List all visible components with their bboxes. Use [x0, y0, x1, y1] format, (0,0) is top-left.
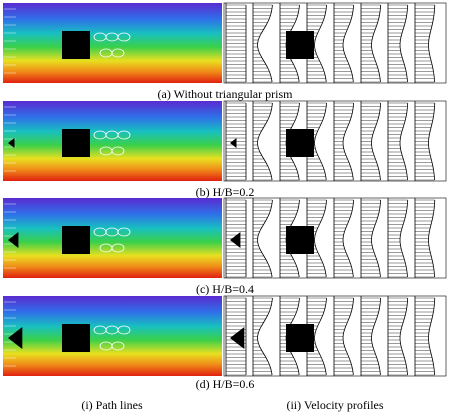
- panel-frame: [223, 197, 447, 279]
- square-prism: [62, 31, 90, 59]
- profile-curve: [371, 4, 382, 83]
- profile-curve: [399, 199, 409, 278]
- triangle-prism: [230, 138, 237, 148]
- profile-curve: [371, 297, 382, 376]
- profile-curve: [399, 297, 409, 376]
- vortex: [117, 130, 131, 140]
- vortex: [111, 341, 125, 351]
- profile-curve: [314, 4, 327, 83]
- square-prism: [62, 129, 90, 157]
- panel-frame: [223, 2, 447, 84]
- vortex: [117, 32, 131, 42]
- flow-field: [3, 3, 222, 83]
- profile-curve: [428, 297, 436, 376]
- profile-curve: [399, 4, 409, 83]
- column-label: (i) Path lines: [81, 398, 143, 412]
- square-prism: [286, 226, 314, 254]
- velocity-profile-panel: [223, 2, 447, 84]
- profile-curve: [314, 199, 327, 278]
- triangle-prism: [8, 327, 23, 349]
- profile-curve: [428, 199, 436, 278]
- column-label: (ii) Velocity profiles: [286, 398, 383, 412]
- profile-curve: [342, 199, 354, 278]
- panel-frame: [223, 100, 447, 182]
- velocity-profile-panel: [223, 100, 447, 182]
- triangle-prism: [8, 138, 15, 148]
- velocity-profile-panel: [223, 197, 447, 279]
- profile-curve: [342, 102, 354, 181]
- flow-field: [3, 101, 222, 181]
- vortex: [117, 227, 131, 237]
- profile-curve: [257, 102, 273, 181]
- square-prism: [62, 226, 90, 254]
- square-prism: [286, 129, 314, 157]
- square-prism: [286, 324, 314, 352]
- profile-curve: [314, 102, 327, 181]
- profile-curve: [371, 199, 382, 278]
- velocity-profile-panel: [223, 295, 447, 377]
- triangle-prism: [230, 327, 245, 349]
- path-lines-panel: [3, 101, 222, 181]
- flow-field: [3, 296, 222, 376]
- profile-curve: [257, 297, 273, 376]
- square-prism: [62, 324, 90, 352]
- profile-curve: [428, 102, 436, 181]
- vortex: [117, 325, 131, 335]
- vortex: [111, 146, 125, 156]
- path-lines-panel: [3, 3, 222, 83]
- panel-frame: [223, 295, 447, 377]
- profile-curve: [342, 297, 354, 376]
- profile-curve: [257, 4, 273, 83]
- profile-curve: [342, 4, 354, 83]
- profile-curve: [257, 199, 273, 278]
- triangle-prism: [8, 232, 19, 248]
- profile-curve: [428, 4, 436, 83]
- vortex: [111, 243, 125, 253]
- vortex: [111, 48, 125, 58]
- flow-field: [3, 198, 222, 278]
- path-lines-panel: [3, 296, 222, 376]
- profile-curve: [314, 297, 327, 376]
- profile-curve: [371, 102, 382, 181]
- caption: (b) H/B=0.2: [196, 185, 255, 199]
- square-prism: [286, 31, 314, 59]
- profile-curve: [399, 102, 409, 181]
- caption: (a) Without triangular prism: [158, 87, 294, 101]
- caption: (d) H/B=0.6: [196, 377, 255, 391]
- caption: (c) H/B=0.4: [196, 282, 254, 296]
- triangle-prism: [230, 232, 241, 248]
- path-lines-panel: [3, 198, 222, 278]
